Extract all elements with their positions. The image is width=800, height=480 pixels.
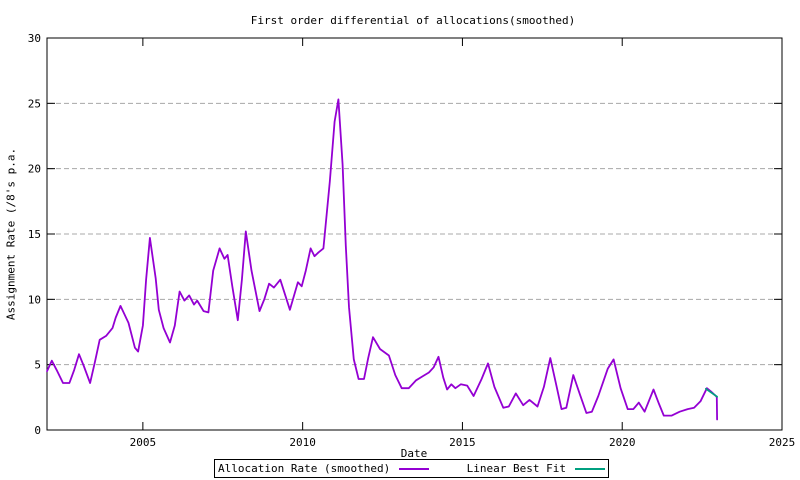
y-tick-label: 20 xyxy=(28,163,41,176)
allocation-rate-line xyxy=(46,98,718,421)
legend-label-allocation-rate: Allocation Rate (smoothed) xyxy=(218,462,391,475)
x-tick-label: 2025 xyxy=(769,436,796,449)
x-tick-label: 2010 xyxy=(289,436,316,449)
y-tick-label: 5 xyxy=(34,359,41,372)
y-tick-label: 30 xyxy=(28,32,41,45)
plot-border xyxy=(46,37,783,431)
x-tick-label: 2015 xyxy=(449,436,476,449)
legend-entry-linear-best-fit: Linear Best Fit xyxy=(467,462,605,475)
x-tick-label: 2020 xyxy=(609,436,636,449)
allocation-rate-line-swatch xyxy=(399,467,430,470)
y-tick-label: 25 xyxy=(28,97,41,110)
x-tick-label: 2005 xyxy=(130,436,157,449)
legend-label-linear-best-fit: Linear Best Fit xyxy=(466,462,566,475)
legend: Allocation Rate (smoothed) Linear Best F… xyxy=(214,459,609,478)
linear-best-fit-line xyxy=(705,387,718,398)
x-axis-label: Date xyxy=(400,447,428,460)
chart-title: First order differential of allocations(… xyxy=(250,14,576,27)
y-tick-label: 15 xyxy=(28,228,41,241)
linear-best-fit-line-swatch xyxy=(575,467,605,470)
y-tick-label: 10 xyxy=(28,293,41,306)
legend-entry-allocation-rate: Allocation Rate (smoothed) xyxy=(218,462,430,475)
y-tick-label: 0 xyxy=(34,424,41,437)
